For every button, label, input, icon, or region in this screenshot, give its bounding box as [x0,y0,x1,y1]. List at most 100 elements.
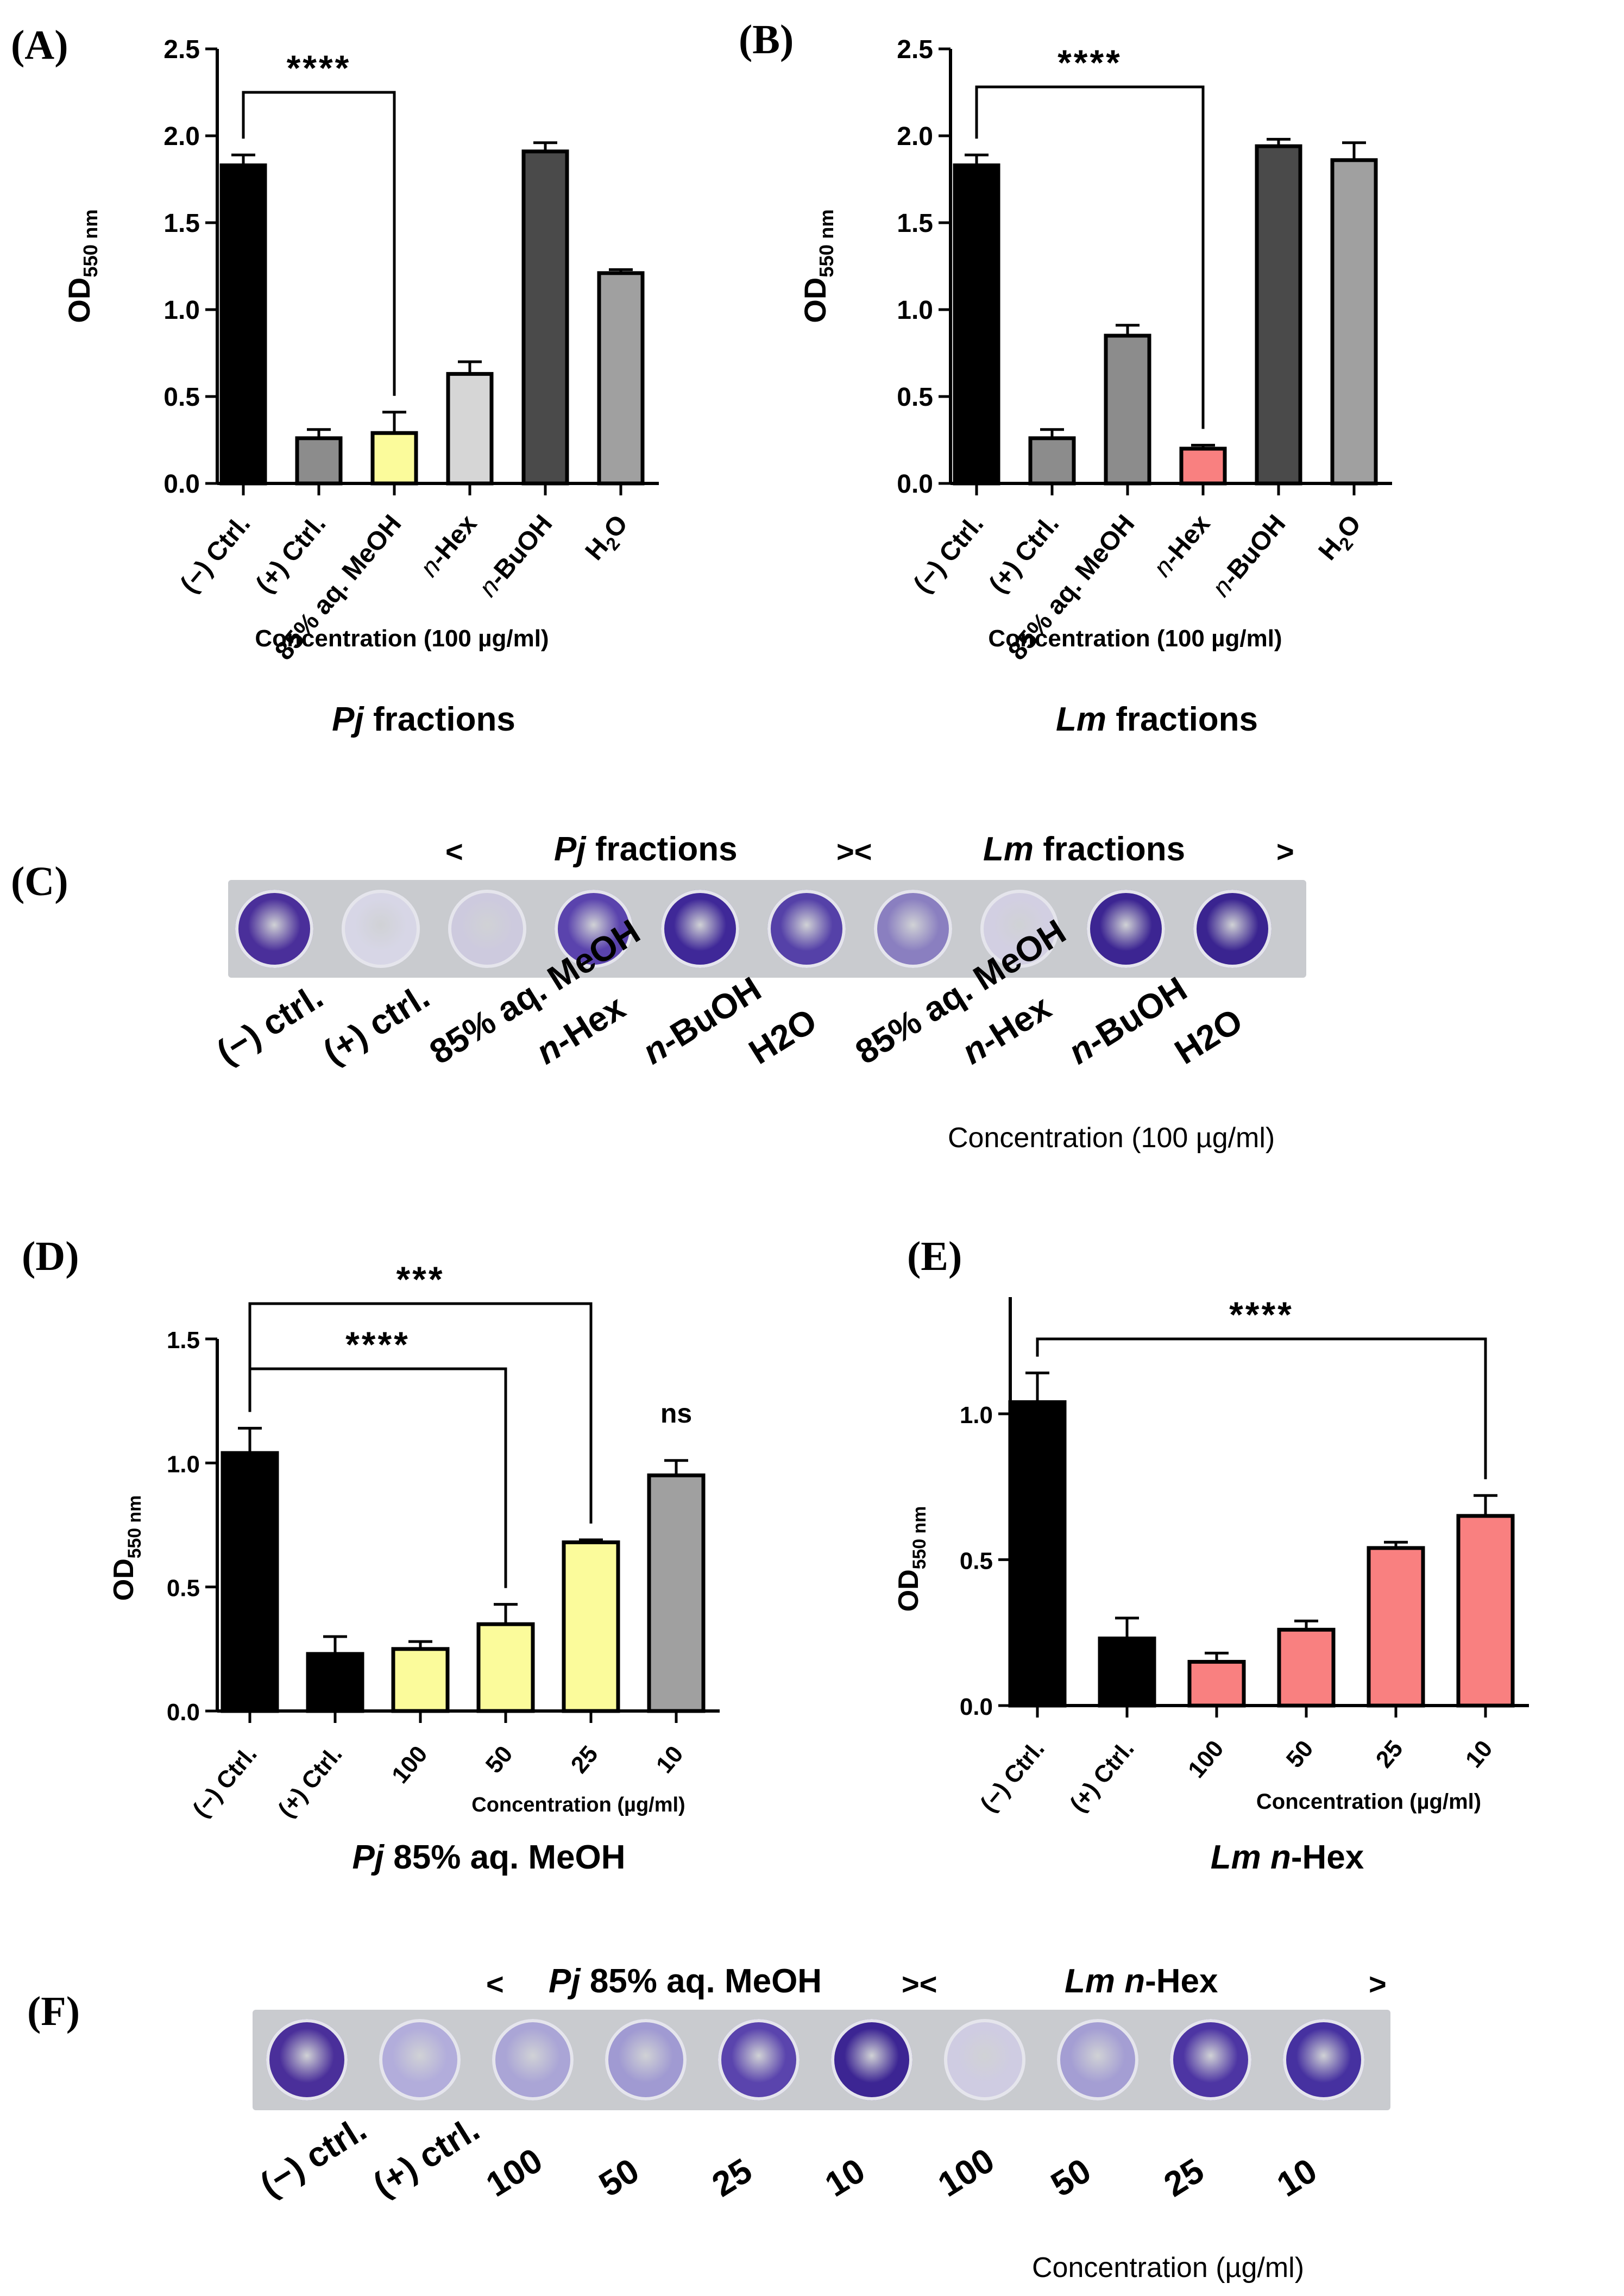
chart-D-ylabel: OD550 nm [108,1495,145,1601]
plate-well [266,2019,348,2100]
chart-D-bar [306,1652,364,1713]
chart-B-sig-bracket [975,85,1205,429]
chart-D-xtick-label: 100 [387,1741,433,1789]
plate-c-header-pj-rest: fractions [586,831,738,868]
plate-c-header-lm: Lm fractions [983,830,1185,869]
chart-A-sig-label: **** [287,48,351,88]
plate-c-header-mid: >< [836,834,872,869]
chart-D-bar [647,1473,706,1713]
panel-label-d: (D) [22,1234,79,1279]
plate-well [944,2019,1025,2100]
chart-E-ytick-label: 0.0 [960,1694,993,1720]
chart-D-bar [562,1540,620,1713]
plate-well [1057,2019,1138,2100]
chart-A-ytick-label: 1.5 [163,209,200,238]
plate-well [874,890,952,968]
plate-f-header-right: > [1369,1967,1387,2001]
chart-D-sig-bracket [248,1302,593,1524]
chart-B-ytick-label: 1.0 [897,296,933,325]
plate-f-header-mid: >< [902,1967,937,2001]
panel-label-e: (E) [907,1234,962,1279]
chart-B-xlabel: Concentration (100 µg/ml) [988,625,1282,652]
chart-B-bar [1179,446,1227,486]
chart-E-xtick-label: 25 [1371,1735,1408,1773]
chart-E-bar [1187,1659,1246,1708]
plate-well [492,2019,574,2100]
chart-b: 0.0 0.5 1.0 1.5 2.0 2.5 OD550 nm Concentration … [798,35,1392,738]
chart-E-title: Lm n-Hex [1211,1839,1364,1876]
chart-E-ytick-label: 0.5 [960,1548,993,1574]
plate-c-header-pj-italic: Pj [554,831,586,868]
chart-E-bar [1008,1400,1067,1708]
plate-well [767,890,846,968]
chart-A-ytick-label: 1.0 [163,296,200,325]
chart-A-sig-bracket [242,91,396,396]
panel-label-c: (C) [11,859,68,904]
chart-E-xtick-label: (+) Ctrl. [1065,1735,1139,1817]
chart-E-ylabel: OD550 nm [893,1506,930,1612]
chart-B-title: Lm fractions [1056,701,1258,738]
chart-E-bar [1456,1514,1515,1708]
plate-well [1087,890,1165,968]
chart-B-xtick-label: H2O [1313,509,1371,569]
chart-D-sig-bracket [248,1367,507,1588]
chart-A-ytick-label: 2.0 [163,122,200,151]
chart-D-xtick-label: (−) Ctrl. [187,1741,262,1822]
chart-A-bar [597,271,645,486]
chart-D-ytick-label: 1.0 [167,1451,200,1477]
plate-well [235,890,313,968]
chart-D-sig-label: **** [345,1324,410,1364]
plate-c-header-right: > [1276,834,1294,869]
chart-A-xtick-label: (+) Ctrl. [250,509,331,599]
chart-E-bar [1277,1627,1336,1708]
chart-B-sig-label: **** [1058,42,1122,83]
chart-B-bar [953,163,1000,486]
chart-B-xtick-label: (+) Ctrl. [984,509,1065,599]
chart-A-ytick-label: 0.0 [163,470,200,499]
chart-D-xtick-label: (+) Ctrl. [273,1741,347,1822]
plate-well [1193,890,1271,968]
chart-D-bar [391,1647,450,1713]
panel-label-f: (F) [27,1989,80,2034]
chart-E-ytick-label: 1.0 [960,1402,993,1429]
plate-well [605,2019,687,2100]
chart-B-ylabel: OD550 nm [798,209,838,323]
plate-well [831,2019,912,2100]
chart-B-xtick-label: n-Hex [1148,509,1216,582]
chart-A-bar [219,163,267,486]
chart-E-bar [1367,1546,1425,1708]
plate-f-header-pj: Pj 85% aq. MeOH [549,1962,822,2001]
chart-B-bar [1255,144,1302,486]
chart-D-title: Pj 85% aq. MeOH [352,1839,625,1876]
chart-B-ytick-label: 2.5 [897,35,933,64]
chart-D-ytick-label: 1.5 [167,1327,200,1354]
chart-A-ylabel: OD550 nm [62,209,102,323]
plate-well [448,890,526,968]
plate-f-header-left: < [486,1967,504,2001]
chart-D-ns-label: ns [660,1398,692,1429]
chart-A-bar [446,372,494,486]
chart-D-xtick-label: 25 [566,1741,603,1778]
chart-D-bar [476,1622,535,1713]
chart-A-xtick-label: n-Hex [415,509,483,582]
chart-A-bar [370,431,418,486]
plate-well [1170,2019,1251,2100]
plate-f-header-pj-italic: Pj [549,1962,581,2000]
chart-A-bar [295,436,343,486]
plate-f-header-lm-italic: Lm n [1065,1962,1145,2000]
chart-B-xtick-label: (−) Ctrl. [908,509,989,599]
chart-E-bar [1098,1636,1156,1708]
chart-E-xtick-label: 100 [1183,1735,1229,1783]
plate-c-header-pj: Pj fractions [554,830,738,869]
chart-E-xtick-label: (−) Ctrl. [975,1735,1049,1817]
chart-B-ytick-label: 0.5 [897,383,933,412]
chart-A-xtick-label: n-BuOH [474,509,558,602]
plate-f-header-pj-rest: 85% aq. MeOH [580,1962,822,2000]
chart-e: 0.0 0.5 1.0 OD550 nm Concentration (µg/ml) Lm… [893,1294,1529,1876]
chart-A-xtick-label: (−) Ctrl. [175,509,256,599]
chart-D-sig-label: *** [396,1259,444,1299]
chart-B-bar [1028,436,1076,486]
plate-well [980,890,1059,968]
chart-A-xlabel: Concentration (100 µg/ml) [255,625,549,652]
